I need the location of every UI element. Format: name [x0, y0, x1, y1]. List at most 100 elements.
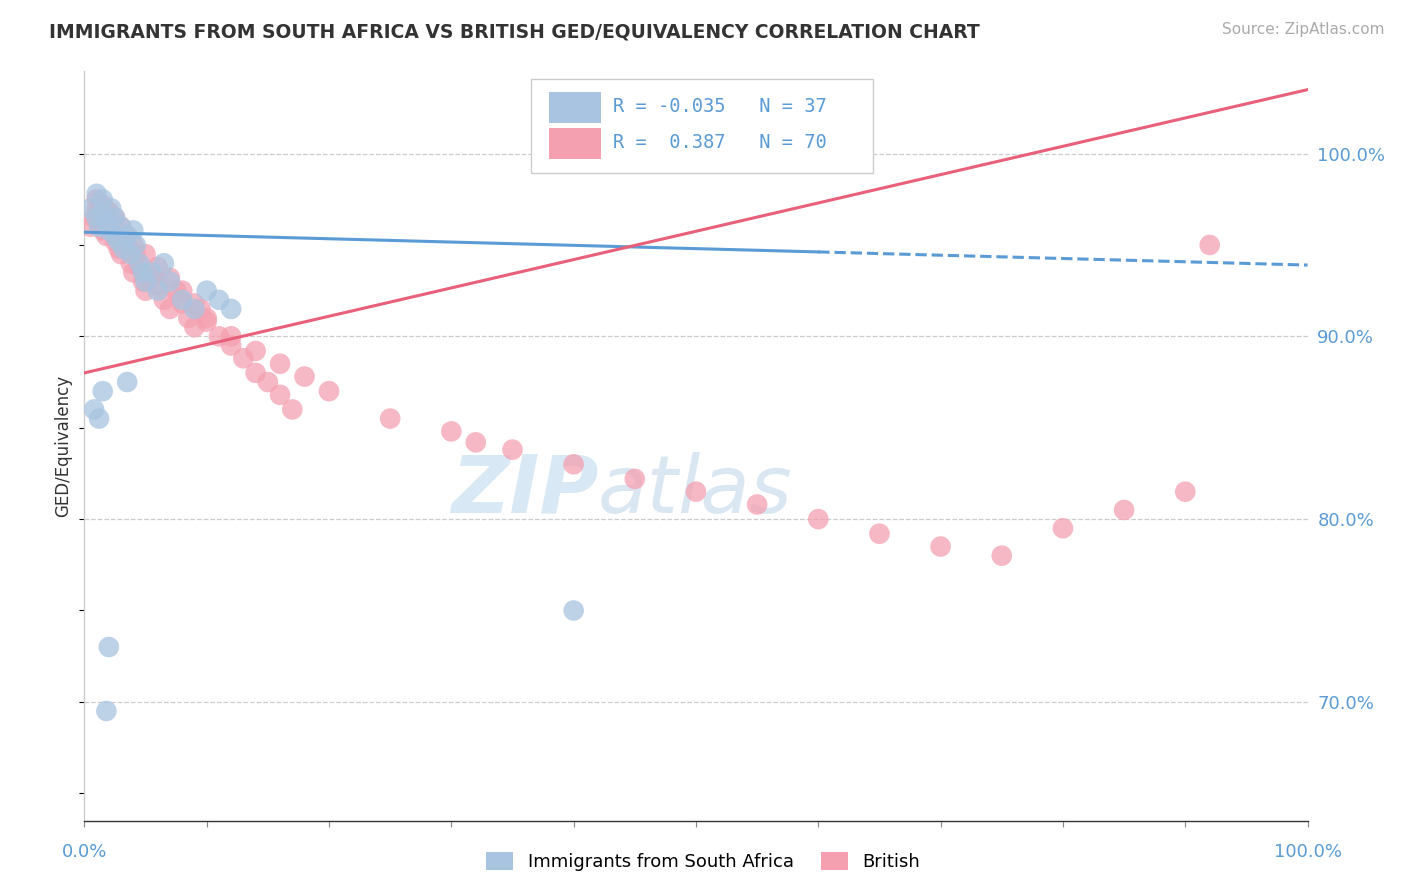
Point: [562, 603, 585, 617]
Point: [1174, 484, 1197, 499]
Point: [96, 228, 118, 243]
Point: [115, 228, 138, 243]
Point: [141, 265, 163, 279]
Point: [195, 311, 218, 326]
Point: [624, 472, 647, 486]
Point: [110, 219, 132, 234]
Point: [115, 228, 138, 243]
Point: [107, 235, 129, 249]
Point: [183, 296, 205, 310]
Point: [86, 186, 108, 201]
Point: [112, 242, 135, 256]
Point: [146, 284, 169, 298]
Point: [245, 343, 267, 358]
Point: [86, 202, 108, 216]
FancyBboxPatch shape: [531, 78, 873, 172]
Point: [91, 205, 114, 219]
Point: [91, 384, 114, 399]
Point: [146, 278, 169, 293]
Point: [190, 301, 212, 316]
Point: [1198, 238, 1220, 252]
Point: [120, 256, 142, 270]
Point: [177, 311, 200, 326]
Text: R =  0.387   N = 70: R = 0.387 N = 70: [613, 133, 827, 152]
Point: [153, 256, 176, 270]
Point: [96, 216, 118, 230]
Point: [172, 284, 194, 298]
Point: [83, 211, 105, 225]
Point: [141, 271, 163, 285]
Point: [115, 375, 138, 389]
Point: [104, 228, 127, 243]
Point: [1114, 503, 1136, 517]
Point: [195, 284, 218, 298]
Point: [87, 216, 110, 230]
Point: [97, 640, 120, 654]
Point: [100, 202, 122, 216]
Point: [183, 301, 205, 316]
FancyBboxPatch shape: [550, 92, 600, 123]
Point: [219, 329, 242, 343]
Point: [112, 228, 135, 243]
Point: [146, 260, 169, 274]
Point: [269, 357, 291, 371]
Point: [159, 301, 181, 316]
Point: [562, 457, 585, 471]
Point: [97, 205, 120, 219]
Point: [97, 223, 120, 237]
Point: [79, 202, 101, 216]
Point: [159, 271, 181, 285]
Point: [128, 260, 150, 274]
Point: [208, 293, 231, 307]
Point: [83, 402, 105, 417]
Point: [135, 247, 157, 261]
Text: Source: ZipAtlas.com: Source: ZipAtlas.com: [1222, 22, 1385, 37]
Text: atlas: atlas: [598, 452, 793, 530]
Point: [159, 275, 181, 289]
Point: [86, 192, 108, 206]
Text: R = -0.035   N = 37: R = -0.035 N = 37: [613, 97, 827, 116]
Point: [122, 265, 145, 279]
Point: [464, 435, 486, 450]
Point: [132, 275, 155, 289]
FancyBboxPatch shape: [550, 128, 600, 159]
Point: [104, 235, 127, 249]
Point: [86, 211, 108, 225]
Point: [165, 284, 187, 298]
Point: [125, 238, 148, 252]
Legend: Immigrants from South Africa, British: Immigrants from South Africa, British: [479, 845, 927, 879]
Point: [685, 484, 707, 499]
Point: [440, 425, 463, 439]
Point: [269, 388, 291, 402]
Point: [991, 549, 1014, 563]
Point: [87, 219, 110, 234]
Point: [107, 242, 129, 256]
Point: [172, 293, 194, 307]
Point: [318, 384, 340, 399]
Y-axis label: GED/Equivalency: GED/Equivalency: [55, 375, 73, 517]
Point: [219, 301, 242, 316]
Point: [100, 219, 122, 234]
Point: [747, 498, 769, 512]
Point: [502, 442, 524, 457]
Point: [208, 329, 231, 343]
Point: [132, 265, 155, 279]
Point: [245, 366, 267, 380]
Point: [183, 320, 205, 334]
Point: [96, 704, 118, 718]
Point: [122, 238, 145, 252]
Text: 100.0%: 100.0%: [1274, 843, 1341, 861]
Point: [104, 211, 127, 225]
Point: [91, 198, 114, 212]
Point: [110, 219, 132, 234]
Point: [281, 402, 304, 417]
Point: [929, 540, 952, 554]
Point: [104, 211, 127, 225]
Point: [135, 275, 157, 289]
Point: [79, 219, 101, 234]
Point: [122, 223, 145, 237]
Point: [120, 247, 142, 261]
Point: [110, 247, 132, 261]
Point: [232, 351, 254, 366]
Point: [380, 411, 402, 425]
